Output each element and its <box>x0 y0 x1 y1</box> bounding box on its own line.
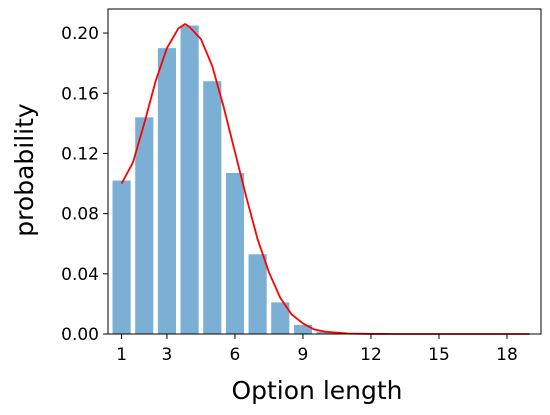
x-tick-label: 18 <box>496 345 518 365</box>
x-tick-label: 12 <box>360 345 382 365</box>
bars <box>112 25 381 335</box>
x-axis-ticks: 1 3 6 9 12 15 18 <box>116 334 518 365</box>
bar <box>203 81 222 334</box>
y-tick-label: 0.04 <box>61 265 99 285</box>
y-tick-label: 0.12 <box>61 144 99 164</box>
bar <box>316 331 335 334</box>
plot-frame <box>107 8 542 335</box>
x-tick-label: 9 <box>298 345 309 365</box>
x-tick-label: 15 <box>428 345 450 365</box>
x-tick-label: 6 <box>230 345 241 365</box>
bar <box>293 324 313 334</box>
y-tick-label: 0.16 <box>61 84 99 104</box>
bar <box>135 117 154 334</box>
x-tick-label: 1 <box>116 345 127 365</box>
bar <box>248 254 267 334</box>
y-tick-label: 0.20 <box>61 24 99 44</box>
x-tick-label: 3 <box>162 345 173 365</box>
y-tick-label: 0.08 <box>61 205 99 225</box>
y-axis-ticks: 0.00 0.04 0.08 0.12 0.16 0.20 <box>61 24 108 345</box>
bar <box>157 48 177 335</box>
y-axis-title: probability <box>10 103 39 237</box>
bar <box>271 302 290 334</box>
y-tick-label: 0.00 <box>61 325 99 345</box>
x-axis-title: Option length <box>231 376 402 405</box>
bar <box>225 173 245 334</box>
bar <box>112 180 131 334</box>
bar <box>180 25 199 334</box>
